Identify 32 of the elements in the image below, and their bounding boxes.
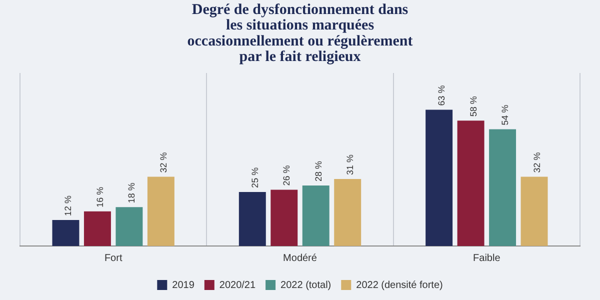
x-tick-label: Modéré: [283, 252, 318, 264]
chart-title: Degré de dysfonctionnement dans les situations marquées occasionnellement ou régulèrement par le fait religieux: [187, 2, 413, 65]
data-label: 16 %: [94, 186, 105, 208]
data-label: 28 %: [313, 160, 324, 182]
data-label: 63 %: [436, 85, 447, 106]
bar: [302, 185, 330, 246]
bar: [457, 120, 484, 246]
bar: [238, 192, 266, 246]
data-label: 18 %: [126, 182, 137, 204]
bar: [489, 129, 516, 246]
x-tick-label: Fort: [104, 252, 122, 264]
legend-label: 2022 (total): [280, 280, 332, 291]
bar: [334, 178, 362, 246]
x-tick-label: Faible: [473, 252, 501, 264]
bar: [270, 190, 298, 246]
bar: [426, 110, 453, 246]
data-label: 31 %: [345, 154, 356, 175]
bar: [52, 220, 80, 246]
bar: [116, 207, 143, 246]
data-label: 32 %: [158, 152, 168, 173]
data-label: 25 %: [250, 167, 260, 188]
legend-label: 2019: [172, 280, 195, 291]
data-label: 12 %: [63, 196, 74, 216]
data-label: 58 %: [468, 96, 478, 117]
data-label: 32 %: [532, 152, 542, 173]
bar: [84, 211, 111, 246]
data-label: 54 %: [500, 104, 510, 126]
legend-label: 2022 (densité forte): [356, 280, 443, 291]
bar: [147, 176, 174, 246]
bar: [520, 176, 548, 246]
data-label: 26 %: [282, 165, 292, 186]
legend-label: 2020/21: [219, 280, 256, 291]
